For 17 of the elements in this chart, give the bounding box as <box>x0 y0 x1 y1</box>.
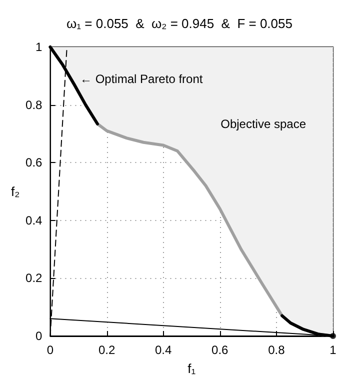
x-tick-label: 1 <box>330 343 337 357</box>
annotation: ← Optimal Pareto front <box>80 72 204 86</box>
y-tick-label: 0 <box>36 329 43 343</box>
x-axis-title: f₁ <box>188 361 196 376</box>
y-tick-label: 0.2 <box>26 271 43 286</box>
x-tick-label: 0.6 <box>212 343 229 357</box>
y-axis-title: f₂ <box>10 184 20 199</box>
x-tick-label: 0.8 <box>268 343 286 357</box>
annotation: Objective space <box>220 117 306 131</box>
y-tick-label: 0.8 <box>26 98 43 112</box>
y-tick-label: 0.4 <box>26 213 43 228</box>
y-tick-label: 1 <box>36 40 43 54</box>
x-tick-label: 0 <box>46 343 54 357</box>
x-tick-label: 0.4 <box>155 343 172 357</box>
chart-title: ω₁ = 0.055 & ω₂ = 0.945 & F = 0.055 <box>66 16 292 31</box>
x-tick-label: 0.2 <box>98 343 116 357</box>
y-tick-label: 0.6 <box>26 156 43 170</box>
